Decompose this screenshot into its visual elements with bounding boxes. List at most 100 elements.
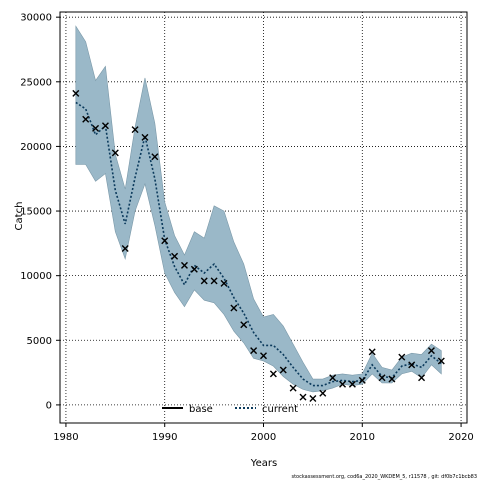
observed-marker-stroke xyxy=(339,380,347,388)
observed-marker-stroke xyxy=(358,376,366,384)
observed-marker xyxy=(358,376,366,384)
observed-marker-stroke xyxy=(240,321,248,329)
observed-marker xyxy=(427,347,435,355)
observed-marker xyxy=(398,353,406,361)
observed-marker xyxy=(141,133,149,141)
observed-marker xyxy=(92,124,100,132)
observed-marker-stroke xyxy=(72,89,80,97)
observed-marker xyxy=(240,321,248,329)
observed-marker xyxy=(190,265,198,273)
y-tick-label: 20000 xyxy=(20,142,52,153)
observed-marker-stroke xyxy=(151,153,159,161)
observed-marker xyxy=(408,361,416,369)
observed-marker xyxy=(250,347,258,355)
observed-marker xyxy=(101,122,109,130)
y-tick-label: 10000 xyxy=(20,271,52,282)
observed-marker-stroke xyxy=(190,265,198,273)
x-tick-label: 2010 xyxy=(350,432,375,443)
observed-marker-stroke xyxy=(437,357,445,365)
observed-marker xyxy=(339,380,347,388)
observed-marker xyxy=(260,352,267,360)
observed-marker xyxy=(220,279,228,287)
series-line-current xyxy=(75,101,442,387)
legend-base-label: base xyxy=(189,404,213,415)
observed-marker xyxy=(82,115,90,123)
x-tick-label: 2000 xyxy=(251,432,276,443)
observed-marker xyxy=(200,277,208,285)
y-tick-label: 25000 xyxy=(20,77,52,88)
observed-marker-stroke xyxy=(319,389,327,397)
series-lines xyxy=(75,101,442,387)
observed-marker xyxy=(299,393,307,401)
y-tick-label: 30000 xyxy=(20,13,52,24)
observed-marker-stroke xyxy=(378,374,386,382)
y-tick-label: 15000 xyxy=(20,207,52,218)
observed-marker xyxy=(171,252,179,260)
x-tick-label: 1980 xyxy=(53,432,78,443)
x-axis-title: Years xyxy=(250,458,277,469)
observed-marker xyxy=(418,374,426,382)
observed-marker xyxy=(230,304,238,312)
observed-marker-stroke xyxy=(269,370,277,378)
observed-marker xyxy=(378,374,386,382)
observed-marker-stroke xyxy=(418,374,426,382)
observed-marker-stroke xyxy=(408,361,416,369)
observed-marker-stroke xyxy=(388,375,396,383)
observed-marker xyxy=(319,389,327,397)
observed-marker xyxy=(269,370,277,378)
observed-marker-stroke xyxy=(121,245,129,253)
y-axis-title: Catch xyxy=(14,202,25,231)
observed-marker-stroke xyxy=(141,133,149,141)
observed-marker xyxy=(289,384,297,392)
observed-marker-stroke xyxy=(299,393,307,401)
observed-marker-stroke xyxy=(92,124,100,132)
observed-marker-stroke xyxy=(260,352,267,360)
observed-markers xyxy=(72,89,445,402)
observed-marker-stroke xyxy=(210,277,218,285)
observed-marker-stroke xyxy=(180,261,188,269)
y-tick-label: 0 xyxy=(46,400,52,411)
observed-marker-stroke xyxy=(82,115,90,123)
observed-marker xyxy=(309,394,317,402)
observed-marker-stroke xyxy=(289,384,297,392)
y-tick-label: 5000 xyxy=(27,336,52,347)
legend: base current xyxy=(162,404,298,415)
confidence-band-area xyxy=(75,25,442,393)
observed-marker xyxy=(151,153,159,161)
observed-marker xyxy=(388,375,396,383)
observed-marker-stroke xyxy=(230,304,238,312)
footer-credit: stockassessment.org, cod6a_2020_WKDEM_5,… xyxy=(291,474,477,480)
observed-marker xyxy=(279,366,287,374)
legend-current-label: current xyxy=(262,404,298,415)
observed-marker xyxy=(180,261,188,269)
observed-marker-stroke xyxy=(279,366,287,374)
observed-marker xyxy=(72,89,80,97)
observed-marker-stroke xyxy=(250,347,258,355)
observed-marker xyxy=(348,380,356,388)
observed-marker-stroke xyxy=(329,374,337,382)
observed-marker-stroke xyxy=(200,277,208,285)
observed-marker xyxy=(161,237,169,245)
observed-marker-stroke xyxy=(348,380,356,388)
observed-marker xyxy=(131,126,139,134)
x-tick-label: 2020 xyxy=(448,432,473,443)
observed-marker-stroke xyxy=(131,126,139,134)
observed-marker xyxy=(121,245,129,253)
x-tick-label: 1990 xyxy=(152,432,177,443)
observed-marker-stroke xyxy=(398,353,406,361)
observed-marker-stroke xyxy=(171,252,179,260)
confidence-band xyxy=(75,25,442,393)
observed-marker xyxy=(210,277,218,285)
observed-marker-stroke xyxy=(161,237,169,245)
observed-marker-stroke xyxy=(427,347,435,355)
axis-ticks: 1980 1990 2000 2010 2020 0 5000 10000 15000 20000… xyxy=(20,13,474,443)
observed-marker-stroke xyxy=(111,149,119,157)
observed-marker xyxy=(111,149,119,157)
observed-marker-stroke xyxy=(101,122,109,130)
observed-marker-stroke xyxy=(220,279,228,287)
observed-marker xyxy=(329,374,337,382)
observed-marker xyxy=(437,357,445,365)
observed-marker-stroke xyxy=(309,394,317,402)
observed-marker xyxy=(368,348,376,356)
